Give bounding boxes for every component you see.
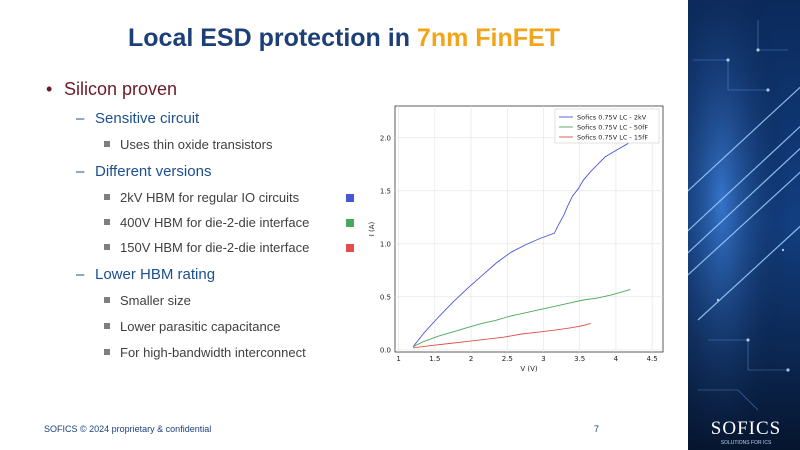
x-tick-label: 1.5 bbox=[429, 355, 440, 363]
dash-marker: – bbox=[76, 266, 85, 283]
bullet-text: Lower parasitic capacitance bbox=[120, 319, 281, 334]
logo-subtitle: SOLUTIONS FOR ICS bbox=[720, 440, 772, 446]
square-bullet-icon bbox=[104, 194, 110, 200]
x-tick-label: 4 bbox=[614, 355, 619, 363]
bullet-text: Sensitive circuit bbox=[95, 110, 200, 127]
series-line-2 bbox=[412, 288, 631, 348]
x-tick-label: 2.5 bbox=[502, 355, 513, 363]
dash-marker: – bbox=[76, 110, 85, 127]
square-bullet-icon bbox=[104, 349, 110, 355]
bullet-text: For high-bandwidth interconnect bbox=[120, 345, 306, 360]
bullet-text: 400V HBM for die-2-die interface bbox=[120, 215, 310, 230]
y-axis-label: I (A) bbox=[368, 221, 376, 236]
legend-label-1: Sofics 0.75V LC - 2kV bbox=[577, 113, 647, 121]
x-tick-label: 4.5 bbox=[647, 355, 658, 363]
legend-swatch-2kv bbox=[346, 194, 354, 202]
logo-text: SOFICS bbox=[710, 418, 782, 439]
bullet-high-bw: For high-bandwidth interconnect bbox=[104, 345, 306, 360]
square-bullet-icon bbox=[104, 244, 110, 250]
bullet-lower-hbm: – Lower HBM rating bbox=[76, 266, 215, 283]
square-bullet-icon bbox=[104, 323, 110, 329]
x-tick-label: 3.5 bbox=[574, 355, 585, 363]
title-highlight: 7nm FinFET bbox=[416, 24, 560, 52]
iv-chart: 1 1.5 2 2.5 3 3.5 4 4.5 0.0 0.5 1.0 1.5 2.0 V (V) I (A… bbox=[368, 105, 664, 372]
bullet-marker: • bbox=[46, 79, 53, 99]
bullet-sensitive-circuit: – Sensitive circuit bbox=[76, 110, 199, 127]
footer-copyright: SOFICS © 2024 proprietary & confidential bbox=[44, 424, 212, 434]
bullet-text: 150V HBM for die-2-die interface bbox=[120, 240, 310, 255]
square-bullet-icon bbox=[104, 297, 110, 303]
bullet-text: Uses thin oxide transistors bbox=[120, 137, 273, 152]
legend-swatch-400v bbox=[346, 219, 354, 227]
bullet-text: Lower HBM rating bbox=[95, 266, 216, 283]
title-main: Local ESD protection in bbox=[128, 24, 417, 52]
y-tick-label: 0.0 bbox=[380, 346, 391, 354]
y-tick-label: 1.0 bbox=[380, 240, 391, 248]
bullet-thin-oxide: Uses thin oxide transistors bbox=[104, 137, 272, 152]
x-axis-label: V (V) bbox=[520, 365, 538, 372]
circuit-background-image bbox=[688, 0, 800, 450]
sofics-logo: SOFICS SOLUTIONS FOR ICS bbox=[700, 418, 792, 448]
x-tick-label: 1 bbox=[396, 355, 400, 363]
series-line-1 bbox=[412, 139, 633, 347]
y-tick-label: 0.5 bbox=[380, 293, 391, 301]
legend-swatch-150v bbox=[346, 244, 354, 252]
series-line-3 bbox=[413, 322, 591, 349]
x-tick-label: 2 bbox=[469, 355, 473, 363]
bullet-smaller-size: Smaller size bbox=[104, 293, 191, 308]
bullet-different-versions: – Different versions bbox=[76, 163, 211, 180]
bullet-400v: 400V HBM for die-2-die interface bbox=[104, 215, 309, 230]
plot-area bbox=[394, 105, 664, 353]
bullet-text: Smaller size bbox=[120, 293, 191, 308]
bullet-text: Silicon proven bbox=[64, 79, 178, 99]
slide-title: Local ESD protection in 7nm FinFET bbox=[0, 24, 688, 53]
page-number: 7 bbox=[594, 424, 600, 434]
bullet-150v: 150V HBM for die-2-die interface bbox=[104, 240, 309, 255]
legend-label-3: Sofics 0.75V LC - 15fF bbox=[577, 133, 648, 141]
bullet-text: 2kV HBM for regular IO circuits bbox=[120, 190, 300, 205]
y-tick-label: 1.5 bbox=[380, 187, 391, 195]
y-tick-label: 2.0 bbox=[380, 134, 391, 142]
bullet-lower-cap: Lower parasitic capacitance bbox=[104, 319, 280, 334]
square-bullet-icon bbox=[104, 219, 110, 225]
decorative-side-panel bbox=[688, 0, 800, 450]
dash-marker: – bbox=[76, 163, 85, 180]
x-tick-label: 3 bbox=[541, 355, 545, 363]
legend-label-2: Sofics 0.75V LC - 50fF bbox=[577, 123, 648, 131]
bullet-silicon-proven: • Silicon proven bbox=[46, 79, 177, 100]
bullet-2kv: 2kV HBM for regular IO circuits bbox=[104, 190, 299, 205]
square-bullet-icon bbox=[104, 141, 110, 147]
bullet-text: Different versions bbox=[95, 163, 212, 180]
